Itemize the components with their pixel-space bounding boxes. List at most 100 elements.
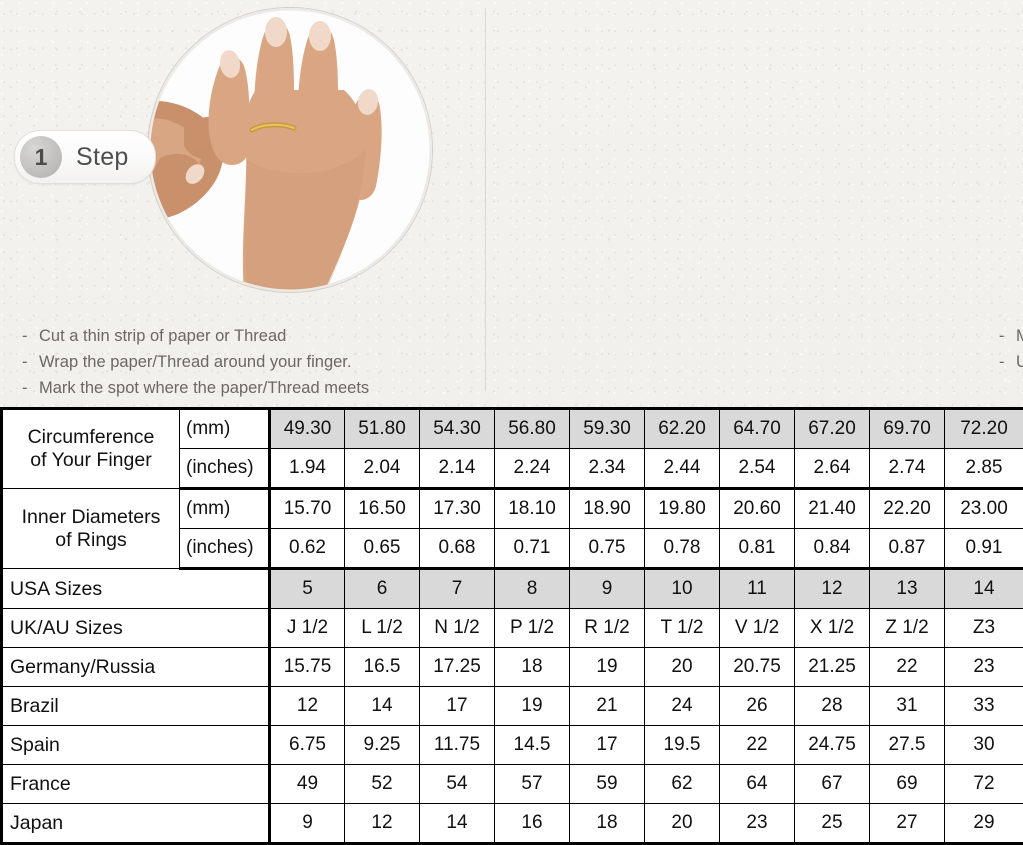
data-cell: 0.62 <box>270 529 345 569</box>
data-cell: 2.85 <box>945 449 1023 489</box>
unit-label: (mm) <box>180 489 270 529</box>
data-cell: 33 <box>945 687 1023 726</box>
data-cell: 0.87 <box>870 529 945 569</box>
data-cell: 22.20 <box>870 489 945 529</box>
data-cell: 18 <box>570 804 645 844</box>
data-cell: 59 <box>570 765 645 804</box>
data-cell: 16.5 <box>345 648 420 687</box>
data-cell: 19 <box>495 687 570 726</box>
bullet-dash: - <box>22 375 39 401</box>
instruction-line: -Measure the length of the thread with y… <box>999 323 1023 349</box>
data-cell: 24 <box>645 687 720 726</box>
data-cell: 0.84 <box>795 529 870 569</box>
data-cell: 49.30 <box>270 409 345 449</box>
data-cell: 56.80 <box>495 409 570 449</box>
data-cell: 0.78 <box>645 529 720 569</box>
row-label: UK/AU Sizes <box>2 609 270 648</box>
data-cell: 30 <box>945 726 1023 765</box>
data-cell: 0.68 <box>420 529 495 569</box>
data-cell: 72.20 <box>945 409 1023 449</box>
data-cell: R 1/2 <box>570 609 645 648</box>
instruction-text: Use the following chart to determine you… <box>1016 353 1023 371</box>
data-cell: 19.80 <box>645 489 720 529</box>
data-cell: 2.74 <box>870 449 945 489</box>
unit-label: (inches) <box>180 449 270 489</box>
data-cell: 22 <box>870 648 945 687</box>
data-cell: 18 <box>495 648 570 687</box>
data-cell: 31 <box>870 687 945 726</box>
data-cell: 21.40 <box>795 489 870 529</box>
data-cell: 19 <box>570 648 645 687</box>
row-group-label-line: of Rings <box>3 529 179 552</box>
data-cell: 2.64 <box>795 449 870 489</box>
data-cell: 62.20 <box>645 409 720 449</box>
data-cell: Z3 <box>945 609 1023 648</box>
data-cell: 14 <box>420 804 495 844</box>
data-cell: 17.25 <box>420 648 495 687</box>
row-label: France <box>2 765 270 804</box>
data-cell: 27 <box>870 804 945 844</box>
step-1-number: 1 <box>20 136 62 178</box>
data-cell: 5 <box>270 569 345 609</box>
data-cell: 29 <box>945 804 1023 844</box>
data-cell: Z 1/2 <box>870 609 945 648</box>
data-cell: 2.34 <box>570 449 645 489</box>
row-label: Japan <box>2 804 270 844</box>
data-cell: 14 <box>345 687 420 726</box>
data-cell: 24.75 <box>795 726 870 765</box>
bullet-dash: - <box>999 349 1016 375</box>
row-label: Brazil <box>2 687 270 726</box>
instruction-line: -Wrap the paper/Thread around your finge… <box>22 349 369 375</box>
steps-area: 1 Step -Cut a thin strip of paper or Thr… <box>0 0 1023 400</box>
data-cell: 23.00 <box>945 489 1023 529</box>
data-cell: 21 <box>570 687 645 726</box>
instruction-text: Measure the length of the thread with yo… <box>1016 327 1023 345</box>
data-cell: 0.91 <box>945 529 1023 569</box>
data-cell: N 1/2 <box>420 609 495 648</box>
instruction-line: -Cut a thin strip of paper or Thread <box>22 323 369 349</box>
data-cell: 28 <box>795 687 870 726</box>
data-cell: 14.5 <box>495 726 570 765</box>
data-cell: 2.44 <box>645 449 720 489</box>
data-cell: 10 <box>645 569 720 609</box>
instruction-line: -Mark the spot where the paper/Thread me… <box>22 375 369 401</box>
row-group-label-line: Inner Diameters <box>3 506 179 529</box>
instruction-text: Mark the spot where the paper/Thread mee… <box>39 379 369 397</box>
data-cell: 6.75 <box>270 726 345 765</box>
data-cell: 12 <box>795 569 870 609</box>
data-cell: 15.75 <box>270 648 345 687</box>
data-cell: 62 <box>645 765 720 804</box>
data-cell: 19.5 <box>645 726 720 765</box>
data-cell: 57 <box>495 765 570 804</box>
data-cell: 15.70 <box>270 489 345 529</box>
data-cell: 2.54 <box>720 449 795 489</box>
row-group-label-line: Circumference <box>3 426 179 449</box>
data-cell: 17 <box>570 726 645 765</box>
data-cell: 7 <box>420 569 495 609</box>
data-cell: 11 <box>720 569 795 609</box>
data-cell: 2.14 <box>420 449 495 489</box>
data-cell: V 1/2 <box>720 609 795 648</box>
data-cell: 67 <box>795 765 870 804</box>
row-label: USA Sizes <box>2 569 270 609</box>
data-cell: 49 <box>270 765 345 804</box>
bullet-dash: - <box>22 349 39 375</box>
data-cell: 16.50 <box>345 489 420 529</box>
data-cell: 26 <box>720 687 795 726</box>
data-cell: 0.75 <box>570 529 645 569</box>
unit-label: (inches) <box>180 529 270 569</box>
data-cell: 67.20 <box>795 409 870 449</box>
step-2-instructions: -Measure the length of the thread with y… <box>999 323 1023 375</box>
data-cell: 9 <box>270 804 345 844</box>
data-cell: 23 <box>720 804 795 844</box>
data-cell: 6 <box>345 569 420 609</box>
unit-label: (mm) <box>180 409 270 449</box>
